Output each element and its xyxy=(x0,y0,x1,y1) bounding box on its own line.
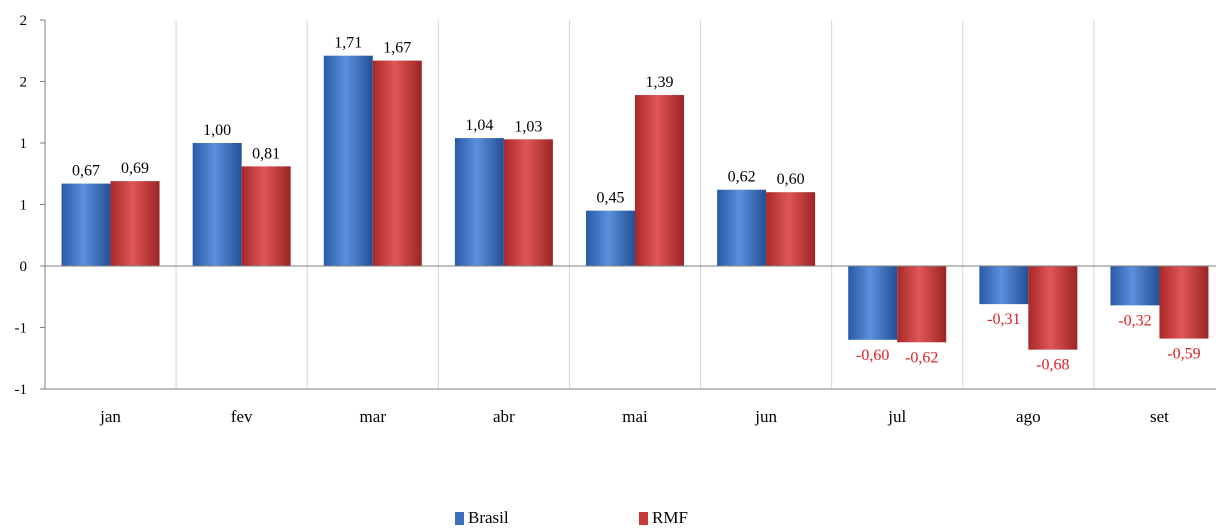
data-label-rmf-jan: 0,69 xyxy=(121,160,149,177)
bar-brasil-jan xyxy=(61,183,111,266)
data-label-rmf-set: -0,59 xyxy=(1167,346,1200,363)
data-label-brasil-jan: 0,67 xyxy=(72,163,100,180)
bar-rmf-set xyxy=(1159,266,1209,339)
data-label-rmf-jul: -0,62 xyxy=(905,349,938,366)
y-tick-label: 2 xyxy=(20,75,28,91)
data-label-brasil-set: -0,32 xyxy=(1118,312,1151,329)
data-label-rmf-mar: 1,67 xyxy=(383,40,411,57)
data-label-brasil-abr: 1,04 xyxy=(465,117,493,134)
bar-brasil-jun xyxy=(717,189,767,266)
bar-rmf-abr xyxy=(503,139,553,266)
x-tick-label-jul: jul xyxy=(887,407,906,426)
data-label-rmf-fev: 0,81 xyxy=(252,145,280,162)
y-tick-label: 2 xyxy=(20,13,28,29)
bar-brasil-fev xyxy=(192,143,242,266)
y-tick-label: 1 xyxy=(20,136,28,152)
legend-swatch-brasil xyxy=(455,511,464,525)
x-tick-label-jan: jan xyxy=(99,407,121,426)
y-tick-label: -1 xyxy=(15,321,28,337)
bar-brasil-mar xyxy=(323,55,373,266)
y-tick-label: 1 xyxy=(20,198,28,214)
bar-brasil-set xyxy=(1110,266,1160,306)
bar-brasil-ago xyxy=(979,266,1029,305)
bar-brasil-mai xyxy=(586,210,635,266)
y-tick-label: -1 xyxy=(15,382,28,398)
data-label-rmf-abr: 1,03 xyxy=(514,118,542,135)
x-tick-label-jun: jun xyxy=(754,407,777,426)
x-tick-label-abr: abr xyxy=(493,407,515,426)
bar-rmf-jun xyxy=(766,192,816,266)
bar-rmf-ago xyxy=(1028,266,1078,350)
data-label-rmf-jun: 0,60 xyxy=(777,171,805,188)
data-label-brasil-fev: 1,00 xyxy=(203,122,231,139)
legend-item-brasil: Brasil xyxy=(455,508,509,528)
bar-rmf-mai xyxy=(635,95,684,266)
data-label-brasil-jun: 0,62 xyxy=(728,169,756,186)
bar-brasil-abr xyxy=(454,138,504,266)
data-label-brasil-mai: 0,45 xyxy=(597,190,625,207)
x-tick-label-mai: mai xyxy=(622,407,648,426)
y-tick-label: 0 xyxy=(20,259,28,275)
x-tick-label-set: set xyxy=(1150,407,1169,426)
x-tick-label-ago: ago xyxy=(1016,407,1041,426)
bar-rmf-fev xyxy=(241,166,291,266)
data-label-brasil-ago: -0,31 xyxy=(987,311,1020,328)
data-label-brasil-jul: -0,60 xyxy=(856,347,889,364)
data-label-rmf-mai: 1,39 xyxy=(646,74,674,91)
legend-label-rmf: RMF xyxy=(652,508,688,527)
bar-rmf-mar xyxy=(372,60,422,267)
legend-swatch-rmf xyxy=(639,511,648,525)
legend-label-brasil: Brasil xyxy=(468,508,509,527)
bar-rmf-jul xyxy=(897,266,947,343)
x-tick-label-mar: mar xyxy=(360,407,387,426)
data-label-brasil-mar: 1,71 xyxy=(334,35,362,52)
bar-brasil-jul xyxy=(848,266,898,340)
legend: Brasil RMF xyxy=(0,508,1216,527)
x-tick-label-fev: fev xyxy=(231,407,253,426)
bar-rmf-jan xyxy=(110,181,160,266)
legend-item-rmf: RMF xyxy=(639,508,688,528)
data-label-rmf-ago: -0,68 xyxy=(1036,357,1069,374)
bar-chart: 2 2 1 1 0 -1 -1 jan fev mar abr mai jun jul ago set 0,6… xyxy=(15,13,1216,426)
